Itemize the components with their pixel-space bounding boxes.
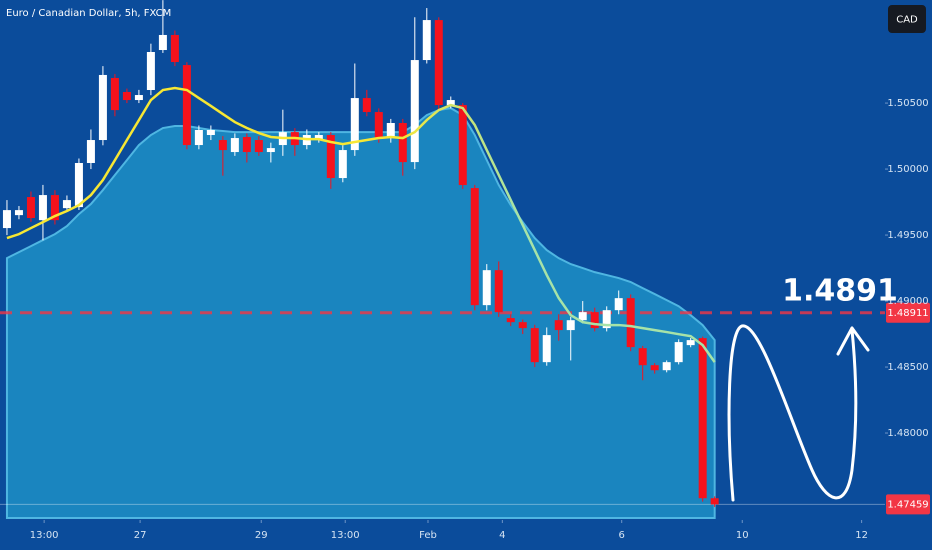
candle-body — [470, 188, 479, 306]
price-line-layer — [0, 311, 885, 505]
candle-body — [566, 320, 575, 331]
candle-body — [398, 123, 407, 163]
candle-body — [26, 197, 35, 219]
candle-body — [338, 150, 347, 179]
candle-body — [146, 52, 155, 91]
candle-body — [98, 74, 107, 141]
candle-body — [194, 130, 203, 146]
x-tick-label: 4 — [499, 530, 505, 541]
candle-body — [50, 195, 59, 221]
candle-body — [602, 310, 611, 329]
hand-drawn-arrow — [727, 324, 870, 502]
x-tick-label: 12 — [855, 530, 868, 541]
candle-body — [254, 140, 263, 153]
candle-body — [542, 335, 551, 363]
x-tick-label: 13:00 — [331, 530, 360, 541]
candle-body — [374, 112, 383, 139]
moving-average — [6, 86, 716, 363]
candle-body — [422, 20, 431, 61]
candle-body — [614, 298, 623, 311]
y-tick-label: 1.49000 — [887, 296, 928, 307]
candle-body — [110, 78, 119, 111]
y-tick-label: 1.50500 — [887, 98, 928, 109]
x-tick-label: 6 — [619, 530, 625, 541]
ma-layer — [6, 86, 716, 363]
candle-body — [314, 135, 323, 141]
candle-body — [158, 34, 167, 51]
candle-body — [518, 322, 527, 329]
candle-body — [686, 340, 695, 346]
candle-body — [62, 200, 71, 209]
candle-body — [2, 210, 11, 229]
candle-body — [86, 140, 95, 163]
candle-body — [362, 98, 371, 113]
candle-body — [242, 136, 251, 153]
candle-body — [266, 148, 275, 153]
candle-body — [626, 298, 635, 348]
candle-body — [134, 95, 143, 101]
y-tick-label: 1.50000 — [887, 164, 928, 175]
chart-title: Euro / Canadian Dollar, 5h, FXCM — [6, 8, 171, 19]
x-tick-label: Feb — [419, 530, 437, 541]
candle-body — [386, 123, 395, 139]
price-label: 1.48911 — [887, 308, 928, 319]
price-annotation: 1.4891 — [782, 274, 898, 309]
currency-label[interactable]: CAD — [896, 15, 918, 26]
candle-body — [122, 91, 131, 101]
candle-body — [674, 342, 683, 363]
candle-body — [446, 100, 455, 106]
candle-body — [590, 312, 599, 329]
price-label-box — [886, 494, 930, 515]
y-tick-label: 1.48500 — [887, 362, 928, 373]
candle-body — [506, 318, 515, 323]
candle-body — [650, 365, 659, 371]
candle-body — [218, 140, 227, 151]
currency-button[interactable] — [888, 5, 926, 33]
candle-body — [434, 20, 443, 106]
price-label: 1.47459 — [887, 499, 928, 510]
candle-body — [458, 105, 467, 186]
axis-layer: 1.48911 1.47459 1.50500 1.50000 1.49500 1.490… — [30, 98, 930, 541]
candle-body — [38, 195, 47, 221]
candle-body — [74, 162, 83, 208]
y-tick-label: 1.48000 — [887, 428, 928, 439]
candle-body — [662, 362, 671, 371]
candle-body — [14, 210, 23, 216]
candle-body — [578, 312, 587, 321]
candle-body — [206, 130, 215, 136]
candle-body — [530, 328, 539, 363]
y-tick-label: 1.49500 — [887, 230, 928, 241]
candle-body — [710, 498, 719, 505]
candle-body — [182, 65, 191, 146]
candle-body — [230, 138, 239, 153]
x-tick-label: 13:00 — [30, 530, 59, 541]
candle-body — [494, 270, 503, 313]
x-tick-label: 27 — [134, 530, 147, 541]
candle-body — [410, 60, 419, 163]
candle-body — [698, 338, 707, 499]
candle-body — [482, 270, 491, 306]
price-label-box — [886, 302, 930, 323]
x-tick-label: 10 — [736, 530, 749, 541]
candle-body — [170, 34, 179, 63]
x-tick-label: 29 — [255, 530, 268, 541]
candle-body — [638, 348, 647, 366]
candle-body — [350, 98, 359, 151]
candle-body — [326, 135, 335, 179]
candle-body — [554, 320, 563, 331]
